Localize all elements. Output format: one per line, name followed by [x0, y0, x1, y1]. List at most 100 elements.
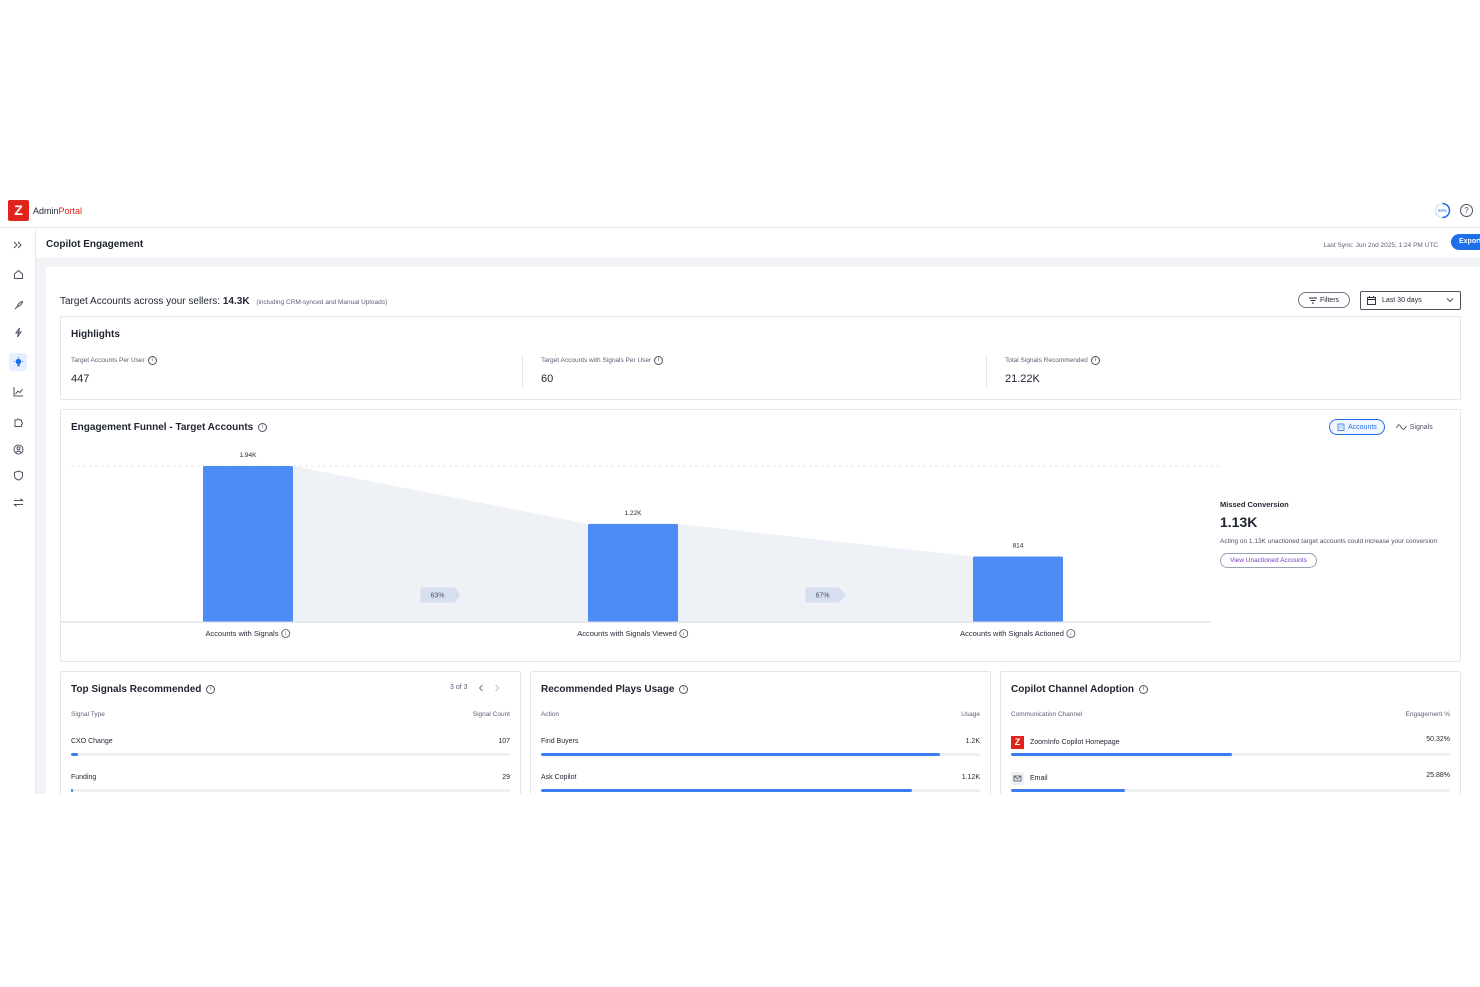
- row-value: 29: [502, 774, 510, 781]
- shield-icon[interactable]: [9, 466, 27, 484]
- row-label-wrap: Email: [1011, 772, 1048, 785]
- chevron-down-icon: [1446, 298, 1454, 303]
- info-icon: [679, 629, 689, 638]
- app-name-part2: Portal: [58, 206, 83, 216]
- column-header: Signal Type: [71, 711, 105, 718]
- main-content: Target Accounts across your sellers: 14.…: [36, 259, 1480, 794]
- top-signals-title-text: Top Signals Recommended: [71, 684, 202, 695]
- funnel-bar: [588, 523, 678, 622]
- bar-value-label: 814: [1013, 543, 1024, 550]
- row-value: 50.32%: [1426, 736, 1450, 743]
- row-label: Ask Copilot: [541, 774, 577, 781]
- category-label: Accounts with Signals Actioned: [960, 629, 1064, 638]
- list-item: CXO Change 107: [71, 738, 510, 756]
- highlight-value: 21.22K: [1005, 373, 1040, 385]
- funnel-title: Engagement Funnel - Target Accounts i: [71, 422, 268, 433]
- wave-icon: [1395, 424, 1407, 430]
- funnel-connector: [678, 523, 973, 622]
- highlight-signals-per-user: Target Accounts with Signals Per User i 6…: [541, 356, 664, 385]
- lightbulb-icon[interactable]: [9, 353, 27, 371]
- puzzle-icon[interactable]: [9, 413, 27, 431]
- progress-fill: [1011, 789, 1125, 792]
- divider: [522, 355, 523, 388]
- dashboard-panel: Target Accounts across your sellers: 14.…: [46, 267, 1480, 794]
- conversion-badge: [805, 587, 846, 603]
- highlights-card: Highlights Target Accounts Per User i 447…: [60, 316, 1461, 400]
- home-icon[interactable]: [9, 265, 27, 283]
- toggle-signals[interactable]: Signals: [1389, 419, 1440, 435]
- toggle-signals-label: Signals: [1409, 423, 1433, 431]
- row-label: Funding: [71, 774, 97, 781]
- row-label: Email: [1030, 775, 1048, 782]
- missed-conversion-value: 1.13K: [1220, 514, 1258, 530]
- sidebar: [0, 229, 36, 794]
- row-value: 25.88%: [1426, 772, 1450, 779]
- highlight-value: 60: [541, 373, 554, 385]
- info-icon[interactable]: i: [206, 685, 216, 694]
- transfer-icon[interactable]: [9, 493, 27, 511]
- chevron-left-icon[interactable]: [478, 684, 484, 692]
- filters-button[interactable]: Filters: [1298, 292, 1350, 308]
- progress-fill: [71, 753, 79, 756]
- filter-icon: [1308, 297, 1317, 303]
- highlights-title-text: Highlights: [71, 329, 120, 340]
- missed-conversion-title: Missed Conversion: [1220, 500, 1289, 509]
- channels-title: Copilot Channel Adoption i: [1011, 684, 1148, 695]
- progress-ring-icon[interactable]: 50%: [1434, 202, 1451, 219]
- help-icon[interactable]: ?: [1460, 204, 1473, 217]
- date-range-select[interactable]: Last 30 days: [1360, 291, 1461, 310]
- lightning-icon[interactable]: [9, 323, 27, 341]
- toggle-accounts[interactable]: Accounts: [1329, 419, 1385, 435]
- progress-fill: [71, 789, 73, 792]
- chevrons-right-icon[interactable]: [9, 236, 27, 254]
- funnel-chart: 1.94K Accounts with Signals i 1.22K Accounts…: [61, 452, 1221, 638]
- info-icon[interactable]: i: [679, 685, 689, 694]
- top-signals-card: Top Signals Recommended i 3 of 3 Signal T…: [60, 671, 521, 794]
- highlight-total-signals: Total Signals Recommended i 21.22K: [1005, 356, 1100, 385]
- row-value: 107: [498, 738, 510, 745]
- divider: [986, 355, 987, 388]
- view-toggle: Accounts Signals: [1329, 419, 1440, 435]
- info-icon[interactable]: i: [147, 356, 157, 365]
- engagement-funnel-card: Engagement Funnel - Target Accounts i Acc…: [60, 409, 1461, 662]
- target-accounts-note: (including CRM-synced and Manual Uploads…: [256, 299, 388, 306]
- row-value: 1.2K: [965, 738, 980, 745]
- export-button[interactable]: Export: [1451, 234, 1480, 250]
- column-header: Communication Channel: [1011, 711, 1083, 718]
- info-icon[interactable]: i: [654, 356, 664, 365]
- row-label: ZoomInfo Copilot Homepage: [1030, 739, 1120, 746]
- top-bar: Z AdminPortal 50% ?: [0, 196, 1480, 228]
- missed-conversion: Missed Conversion 1.13K Acting on 1.13K …: [1220, 500, 1455, 568]
- view-unactioned-accounts-button[interactable]: View Unactioned Accounts: [1220, 553, 1317, 568]
- page-header: Copilot Engagement Last Sync: Jun 2nd 20…: [36, 229, 1480, 259]
- progress-fill: [1011, 753, 1232, 756]
- chevron-right-icon[interactable]: [494, 684, 500, 692]
- target-accounts-prefix: Target Accounts across your sellers:: [60, 296, 221, 307]
- funnel-bar: [973, 556, 1063, 622]
- conversion-label: 63%: [430, 593, 444, 600]
- info-icon[interactable]: i: [1138, 685, 1148, 694]
- highlight-label: Target Accounts Per User: [71, 357, 145, 364]
- highlight-value: 447: [71, 373, 90, 385]
- info-icon-glyph: i: [683, 632, 684, 638]
- progress-label: 50%: [1438, 208, 1447, 213]
- line-chart-icon[interactable]: [9, 382, 27, 400]
- progress-bar: [1011, 789, 1450, 792]
- list-item: Z ZoomInfo Copilot Homepage 50.32%: [1011, 736, 1450, 756]
- column-header: Usage: [961, 711, 980, 718]
- info-icon: [1066, 629, 1076, 638]
- page-title: Copilot Engagement: [46, 239, 144, 250]
- bar-value-label: 1.22K: [625, 510, 643, 517]
- highlight-accounts-per-user: Target Accounts Per User i 447: [71, 356, 157, 385]
- user-circle-icon[interactable]: [9, 440, 27, 458]
- zoominfo-logo-icon[interactable]: Z: [8, 200, 29, 221]
- list-item: Funding 29: [71, 774, 510, 792]
- info-icon[interactable]: i: [258, 423, 268, 432]
- app-name: AdminPortal: [33, 206, 82, 216]
- rocket-icon[interactable]: [9, 296, 27, 314]
- info-icon[interactable]: i: [1090, 356, 1100, 365]
- last-sync-text: Last Sync: Jun 2nd 2025, 1:24 PM UTC: [1323, 242, 1438, 249]
- progress-bar: [541, 753, 980, 756]
- highlight-label: Target Accounts with Signals Per User: [541, 357, 652, 364]
- bar-value-label: 1.94K: [240, 452, 258, 459]
